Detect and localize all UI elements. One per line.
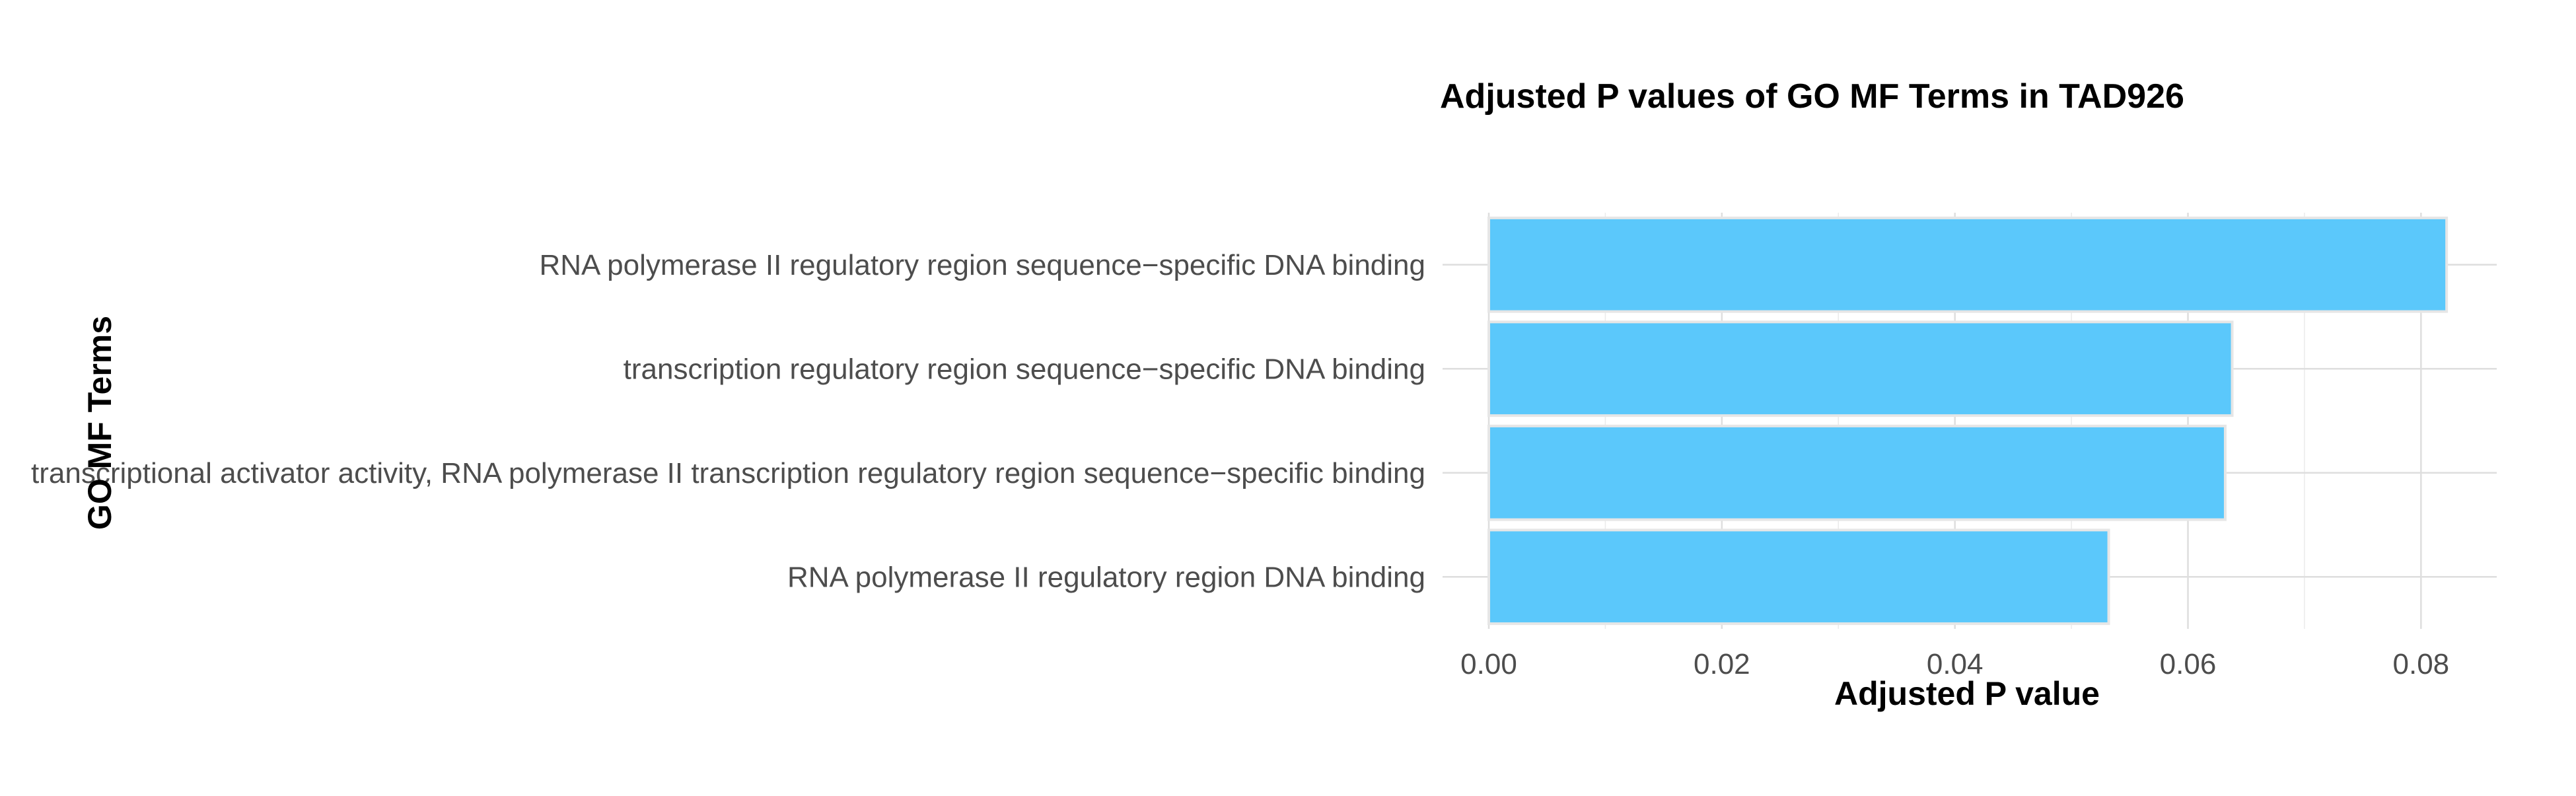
category-label: RNA polymerase II regulatory region sequ… <box>539 249 1425 281</box>
x-tick-label: 0.06 <box>2160 648 2217 680</box>
x-tick-labels: 0.00 0.02 0.04 0.06 0.08 <box>1460 648 2449 680</box>
category-labels: RNA polymerase II regulatory region sequ… <box>31 249 1425 594</box>
x-tick-label: 0.02 <box>1694 648 1750 680</box>
bar <box>1487 424 2227 521</box>
x-axis-title: Adjusted P value <box>1834 675 2100 712</box>
category-label: transcription regulatory region sequence… <box>624 353 1425 385</box>
category-label: transcriptional activator activity, RNA … <box>31 457 1425 489</box>
x-tick-label: 0.00 <box>1460 648 1517 680</box>
bar <box>1487 528 2110 626</box>
chart-title: Adjusted P values of GO MF Terms in TAD9… <box>1440 77 2184 116</box>
bar <box>1487 216 2449 313</box>
y-axis-title: GO MF Terms <box>81 316 118 530</box>
bars <box>1487 216 2449 626</box>
x-tick-label: 0.04 <box>1927 648 1984 680</box>
bar <box>1487 320 2234 417</box>
category-label: RNA polymerase II regulatory region DNA … <box>787 561 1425 593</box>
x-tick-label: 0.08 <box>2393 648 2450 680</box>
